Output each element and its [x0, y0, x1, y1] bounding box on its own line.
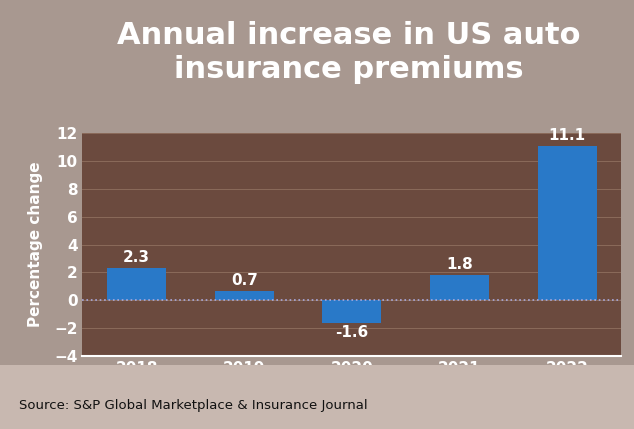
Text: 11.1: 11.1 [548, 128, 586, 143]
Text: Source: S&P Global Marketplace & Insurance Journal: Source: S&P Global Marketplace & Insuran… [19, 399, 368, 412]
Text: Annual increase in US auto
insurance premiums: Annual increase in US auto insurance pre… [117, 21, 581, 84]
Y-axis label: Percentage change: Percentage change [28, 162, 43, 327]
Text: 0.7: 0.7 [231, 273, 257, 288]
Bar [214, 290, 274, 300]
Text: 1.8: 1.8 [446, 257, 473, 272]
Bar [107, 268, 166, 300]
Bar [538, 145, 597, 300]
Text: 2.3: 2.3 [123, 251, 150, 266]
Text: -1.6: -1.6 [335, 325, 368, 340]
Bar [430, 275, 489, 300]
Bar [322, 300, 382, 323]
